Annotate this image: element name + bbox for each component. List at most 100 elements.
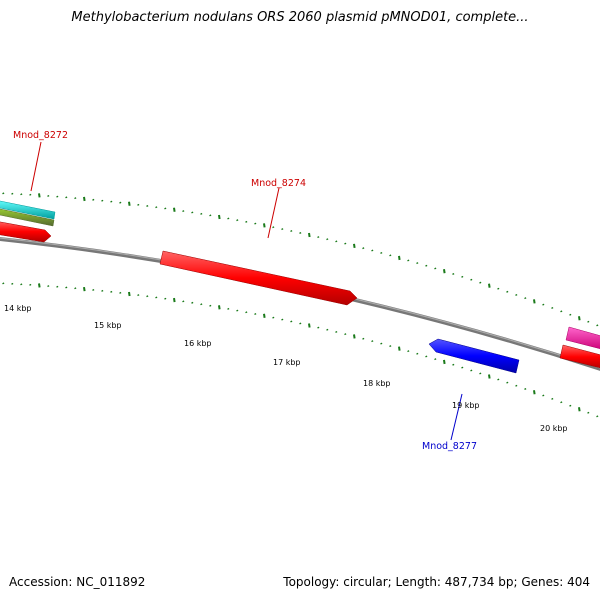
inner-scale-minor-tick bbox=[155, 296, 158, 299]
outer-scale-minor-tick bbox=[326, 238, 329, 241]
inner-scale-minor-tick bbox=[506, 381, 509, 384]
inner-scale-minor-tick bbox=[56, 285, 59, 288]
outer-scale-minor-tick bbox=[29, 193, 32, 196]
genome-summary-text: Topology: circular; Length: 487,734 bp; … bbox=[283, 575, 590, 589]
outer-scale-minor-tick bbox=[560, 310, 563, 313]
inner-scale-minor-tick bbox=[434, 358, 437, 361]
inner-scale-minor-tick bbox=[200, 303, 203, 306]
inner-scale-major-tick bbox=[398, 346, 401, 351]
outer-scale-minor-tick bbox=[110, 200, 113, 203]
inner-scale-minor-tick bbox=[362, 337, 365, 340]
inner-scale-major-tick bbox=[353, 334, 356, 339]
inner-scale-major-tick bbox=[443, 359, 446, 365]
inner-scale-minor-tick bbox=[326, 328, 329, 331]
inner-scale-minor-tick bbox=[497, 378, 500, 381]
inner-scale-minor-tick bbox=[290, 320, 293, 323]
inner-scale-minor-tick bbox=[560, 401, 563, 404]
inner-scale-major-tick bbox=[308, 323, 311, 328]
inner-scale-minor-tick bbox=[29, 283, 32, 286]
inner-scale-major-tick bbox=[218, 305, 221, 310]
outer-scale-major-tick bbox=[533, 299, 536, 304]
outer-scale-minor-tick bbox=[461, 275, 464, 278]
inner-scale-minor-tick bbox=[542, 394, 545, 397]
feature-cyan bbox=[0, 200, 56, 220]
outer-scale-minor-tick bbox=[236, 219, 239, 222]
outer-scale-minor-tick bbox=[452, 272, 455, 276]
outer-scale-minor-tick bbox=[245, 220, 248, 223]
inner-scale-major-tick bbox=[263, 313, 266, 318]
outer-scale-minor-tick bbox=[47, 194, 50, 197]
outer-scale-major-tick bbox=[308, 232, 311, 238]
outer-scale-minor-tick bbox=[272, 226, 275, 229]
gene-label-mnod-8274: Mnod_8274 bbox=[251, 178, 306, 189]
outer-scale-ring bbox=[2, 192, 599, 327]
scale-label-16kbp: 16 kbp bbox=[184, 339, 212, 348]
outer-scale-minor-tick bbox=[92, 198, 95, 201]
outer-scale-minor-tick bbox=[542, 303, 545, 306]
label-connector-mnod-8277 bbox=[450, 393, 463, 441]
outer-scale-minor-tick bbox=[74, 197, 77, 200]
outer-scale-minor-tick bbox=[587, 320, 590, 323]
inner-scale-minor-tick bbox=[407, 350, 410, 353]
inner-scale-minor-tick bbox=[470, 369, 473, 372]
outer-scale-major-tick bbox=[398, 255, 401, 261]
inner-scale-minor-tick bbox=[551, 397, 554, 400]
inner-scale-minor-tick bbox=[47, 285, 50, 288]
outer-scale-minor-tick bbox=[20, 193, 23, 196]
outer-scale-minor-tick bbox=[191, 211, 194, 214]
inner-scale-minor-tick bbox=[209, 304, 212, 307]
inner-scale-major-tick bbox=[488, 374, 491, 379]
inner-scale-major-tick bbox=[533, 390, 536, 395]
outer-scale-minor-tick bbox=[101, 199, 104, 202]
inner-scale-minor-tick bbox=[281, 318, 284, 321]
outer-scale-minor-tick bbox=[290, 230, 293, 233]
outer-scale-minor-tick bbox=[344, 242, 347, 245]
outer-scale-minor-tick bbox=[65, 196, 68, 199]
inner-scale-minor-tick bbox=[524, 388, 527, 391]
gene-label-mnod-8277: Mnod_8277 bbox=[422, 441, 477, 452]
inner-scale-minor-tick bbox=[569, 404, 572, 407]
inner-scale-major-tick bbox=[173, 297, 176, 303]
outer-scale-minor-tick bbox=[182, 210, 185, 213]
outer-scale-minor-tick bbox=[470, 278, 473, 281]
outer-scale-minor-tick bbox=[164, 207, 167, 210]
inner-scale-minor-tick bbox=[101, 289, 104, 292]
outer-scale-minor-tick bbox=[137, 203, 140, 206]
outer-scale-minor-tick bbox=[146, 204, 149, 208]
inner-scale-ring bbox=[2, 282, 599, 418]
outer-scale-minor-tick bbox=[596, 324, 599, 327]
inner-scale-minor-tick bbox=[452, 363, 455, 366]
outer-scale-minor-tick bbox=[317, 236, 320, 239]
outer-scale-minor-tick bbox=[569, 313, 572, 316]
inner-scale-major-tick bbox=[38, 283, 41, 288]
outer-scale-minor-tick bbox=[371, 249, 374, 252]
plasmid-backbone bbox=[0, 237, 600, 371]
scale-label-14kbp: 14 kbp bbox=[4, 304, 32, 313]
inner-scale-minor-tick bbox=[389, 345, 392, 348]
inner-scale-minor-tick bbox=[92, 288, 95, 291]
scale-label-15kbp: 15 kbp bbox=[94, 321, 122, 330]
inner-scale-minor-tick bbox=[335, 330, 338, 333]
outer-scale-minor-tick bbox=[155, 206, 158, 209]
inner-scale-minor-tick bbox=[119, 291, 122, 294]
outer-scale-minor-tick bbox=[416, 262, 419, 265]
outer-scale-major-tick bbox=[488, 283, 491, 288]
outer-scale-major-tick bbox=[38, 193, 41, 198]
outer-scale-minor-tick bbox=[299, 231, 302, 235]
outer-scale-major-tick bbox=[173, 207, 176, 212]
inner-scale-minor-tick bbox=[254, 313, 257, 316]
inner-scale-major-tick bbox=[128, 291, 131, 297]
gene-arrow-mnod-8277 bbox=[428, 338, 520, 374]
outer-scale-minor-tick bbox=[254, 222, 257, 225]
outer-scale-minor-tick bbox=[551, 306, 554, 309]
outer-scale-minor-tick bbox=[362, 247, 365, 250]
inner-scale-major-tick bbox=[83, 286, 86, 292]
inner-scale-minor-tick bbox=[146, 295, 149, 298]
outer-scale-minor-tick bbox=[380, 251, 383, 254]
outer-scale-minor-tick bbox=[200, 212, 203, 215]
outer-scale-major-tick bbox=[218, 214, 221, 220]
inner-scale-minor-tick bbox=[2, 282, 5, 285]
inner-scale-minor-tick bbox=[74, 287, 77, 290]
outer-scale-minor-tick bbox=[515, 293, 518, 296]
outer-scale-major-tick bbox=[83, 196, 86, 202]
